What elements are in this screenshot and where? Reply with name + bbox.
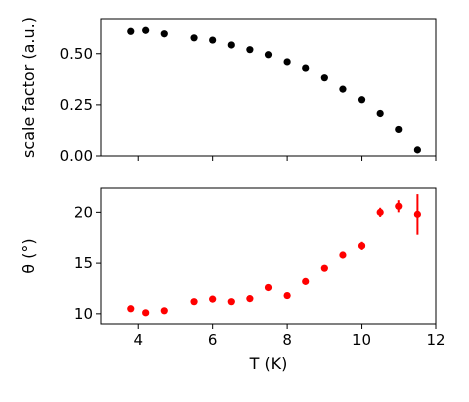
theta-panel: 10 15 20 4 6 8 10 12 θ (°) T (K): [19, 187, 446, 373]
theta-ytick-label: 10: [74, 305, 93, 323]
theta-data-point: [142, 309, 150, 317]
theta-data-point: [246, 295, 254, 303]
scale-data-point: [376, 109, 384, 118]
theta-xtick-label: 8: [282, 331, 292, 349]
theta-data-point: [227, 298, 235, 306]
theta-xlabel: T (K): [249, 354, 288, 373]
scale-data-point: [227, 41, 235, 49]
theta-data-point: [264, 283, 273, 292]
scale-data-point: [127, 27, 135, 35]
theta-ylabel: θ (°): [19, 238, 38, 273]
scale-data-point: [339, 85, 347, 93]
scale-data-point: [395, 125, 403, 134]
scale-data-point: [357, 96, 366, 104]
scale-data-point: [209, 36, 217, 44]
scale-data-point: [142, 26, 150, 34]
scale-data-point: [283, 58, 291, 66]
theta-data-point: [413, 210, 421, 218]
theta-xtick-label: 4: [133, 331, 143, 349]
theta-data-point: [320, 264, 328, 272]
theta-axes-frame: [100, 187, 437, 325]
theta-data-point: [160, 307, 168, 315]
scale-data-point: [264, 51, 273, 59]
scale-data-point: [190, 34, 198, 42]
theta-data-point: [395, 202, 403, 210]
theta-ytick-label: 15: [74, 254, 93, 272]
scale-data-point: [302, 64, 310, 72]
scale-ytick-label: 0.25: [60, 96, 93, 114]
scale-factor-panel: 0.00 0.25 0.50 scale factor (a.u.): [19, 17, 437, 165]
scale-ylabel: scale factor (a.u.): [19, 17, 38, 158]
scale-ytick-label: 0.00: [60, 147, 93, 165]
theta-xtick-label: 12: [426, 331, 445, 349]
scale-data-point: [160, 30, 168, 38]
theta-data-point: [127, 305, 135, 313]
theta-data-point: [339, 251, 347, 259]
theta-data-point: [376, 208, 384, 216]
scale-axes-frame: [100, 18, 437, 157]
scale-data-point: [246, 46, 254, 54]
scale-data-point: [320, 74, 328, 82]
theta-data-point: [357, 242, 366, 250]
theta-data-point: [302, 277, 310, 285]
theta-ytick-label: 20: [74, 203, 93, 221]
theta-data-point: [190, 298, 198, 306]
theta-data-point: [283, 291, 291, 300]
theta-xtick-label: 10: [352, 331, 371, 349]
theta-data-point: [209, 295, 217, 303]
theta-xtick-label: 6: [208, 331, 218, 349]
scale-data-point: [413, 146, 421, 154]
scale-ytick-label: 0.50: [60, 45, 93, 63]
